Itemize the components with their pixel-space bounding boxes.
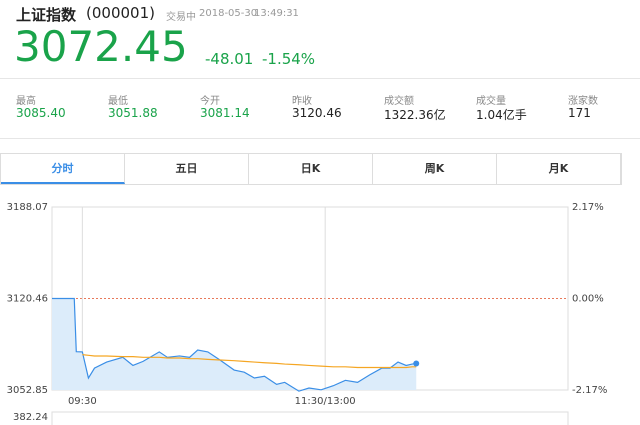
- divider: [0, 78, 640, 79]
- index-code: (000001): [86, 4, 155, 22]
- stat-label: 成交额: [384, 96, 414, 107]
- status: 交易中: [166, 12, 196, 23]
- time: 13:49:31: [254, 8, 299, 19]
- stat-value: 3051.88: [108, 106, 158, 120]
- index-name: 上证指数: [16, 6, 77, 24]
- change-pct: -1.54%: [262, 50, 316, 68]
- average-line: [82, 354, 417, 369]
- stat-label: 最高: [16, 96, 36, 107]
- x-tick-label: 11:30/13:00: [295, 396, 356, 407]
- tab-bar: 分时 五日 日K 周K 月K: [0, 153, 622, 185]
- volume-tick-label: 382.24: [13, 412, 48, 423]
- stat-label: 今开: [200, 96, 220, 107]
- volume-frame: [51, 411, 569, 425]
- y-tick-label: 3188.07: [7, 202, 48, 213]
- stat-value: 1322.36亿: [384, 108, 446, 122]
- price-area: [52, 298, 417, 392]
- chart: 3052.85 3120.46 3188.07 2.17% 0.00% -2.17% 09:…: [7, 202, 607, 425]
- price-line: [52, 297, 417, 392]
- tab[interactable]: 分时: [1, 154, 125, 184]
- divider: [0, 138, 640, 139]
- stat-label: 成交量: [476, 96, 506, 107]
- price: 3072.45: [14, 22, 188, 71]
- stat-value: 171: [568, 106, 591, 120]
- tab[interactable]: 五日: [125, 154, 249, 184]
- y2-tick-label: -2.17%: [572, 385, 607, 396]
- last-point: [413, 360, 420, 367]
- stat-value: 1.04亿手: [476, 108, 527, 122]
- y2-tick-label: 2.17%: [572, 202, 604, 213]
- tab[interactable]: 日K: [249, 154, 373, 184]
- y-tick-label: 3052.85: [7, 385, 48, 396]
- stat-label: 涨家数: [568, 96, 598, 107]
- date: 2018-05-30: [199, 8, 258, 19]
- stat-label: 昨收: [292, 96, 312, 107]
- stat-value: 3120.46: [292, 106, 342, 120]
- y-tick-label: 3120.46: [7, 294, 48, 305]
- stat-value: 3085.40: [16, 106, 66, 120]
- stat-value: 3081.14: [200, 106, 250, 120]
- y2-tick-label: 0.00%: [572, 294, 604, 305]
- tab[interactable]: 月K: [497, 154, 621, 184]
- stat-label: 最低: [108, 96, 128, 107]
- tab[interactable]: 周K: [373, 154, 497, 184]
- x-tick-label: 09:30: [68, 396, 97, 407]
- change: -48.01: [205, 50, 254, 68]
